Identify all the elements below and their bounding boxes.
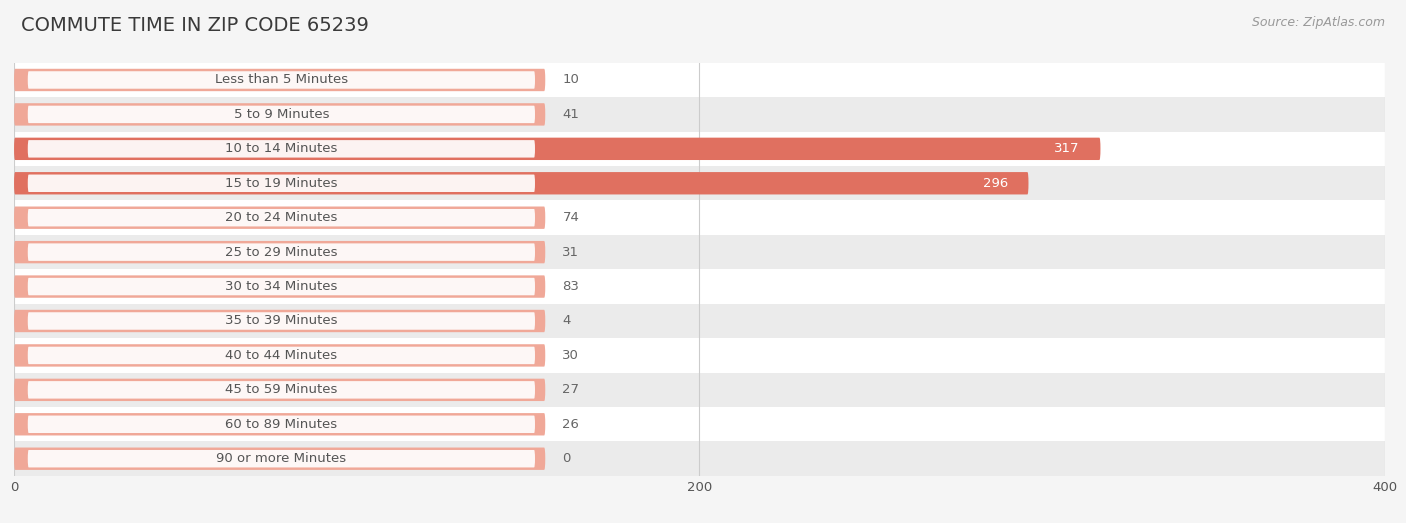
FancyBboxPatch shape	[28, 347, 534, 364]
Bar	[14, 372, 1385, 407]
Text: 5 to 9 Minutes: 5 to 9 Minutes	[233, 108, 329, 121]
Text: 40 to 44 Minutes: 40 to 44 Minutes	[225, 349, 337, 362]
Text: 83: 83	[562, 280, 579, 293]
FancyBboxPatch shape	[28, 140, 534, 157]
Text: 0: 0	[562, 452, 571, 465]
FancyBboxPatch shape	[14, 138, 1101, 160]
FancyBboxPatch shape	[28, 175, 534, 192]
Text: 60 to 89 Minutes: 60 to 89 Minutes	[225, 418, 337, 431]
Bar	[14, 97, 1385, 132]
FancyBboxPatch shape	[14, 276, 546, 298]
Bar	[14, 200, 1385, 235]
Text: 10: 10	[562, 73, 579, 86]
Text: 45 to 59 Minutes: 45 to 59 Minutes	[225, 383, 337, 396]
Text: 41: 41	[562, 108, 579, 121]
Text: 90 or more Minutes: 90 or more Minutes	[217, 452, 346, 465]
Text: 30 to 34 Minutes: 30 to 34 Minutes	[225, 280, 337, 293]
Text: 26: 26	[562, 418, 579, 431]
FancyBboxPatch shape	[14, 448, 546, 470]
Bar	[14, 166, 1385, 200]
FancyBboxPatch shape	[14, 379, 546, 401]
FancyBboxPatch shape	[14, 103, 546, 126]
Text: Less than 5 Minutes: Less than 5 Minutes	[215, 73, 347, 86]
Text: Source: ZipAtlas.com: Source: ZipAtlas.com	[1251, 16, 1385, 29]
Text: 31: 31	[562, 246, 579, 259]
Text: COMMUTE TIME IN ZIP CODE 65239: COMMUTE TIME IN ZIP CODE 65239	[21, 16, 368, 35]
Bar	[14, 407, 1385, 441]
FancyBboxPatch shape	[28, 450, 534, 468]
Text: 10 to 14 Minutes: 10 to 14 Minutes	[225, 142, 337, 155]
Bar	[14, 441, 1385, 476]
Text: 25 to 29 Minutes: 25 to 29 Minutes	[225, 246, 337, 259]
FancyBboxPatch shape	[14, 172, 1029, 195]
Text: 35 to 39 Minutes: 35 to 39 Minutes	[225, 314, 337, 327]
FancyBboxPatch shape	[14, 310, 546, 332]
Text: 15 to 19 Minutes: 15 to 19 Minutes	[225, 177, 337, 190]
FancyBboxPatch shape	[14, 241, 546, 263]
Bar	[14, 235, 1385, 269]
Bar	[14, 338, 1385, 372]
FancyBboxPatch shape	[28, 209, 534, 226]
FancyBboxPatch shape	[28, 416, 534, 433]
FancyBboxPatch shape	[28, 106, 534, 123]
FancyBboxPatch shape	[14, 344, 546, 367]
FancyBboxPatch shape	[14, 207, 546, 229]
Bar	[14, 63, 1385, 97]
FancyBboxPatch shape	[28, 381, 534, 399]
FancyBboxPatch shape	[28, 312, 534, 329]
FancyBboxPatch shape	[28, 278, 534, 295]
Bar	[14, 269, 1385, 304]
Text: 30: 30	[562, 349, 579, 362]
Text: 296: 296	[983, 177, 1008, 190]
Text: 74: 74	[562, 211, 579, 224]
Text: 27: 27	[562, 383, 579, 396]
Text: 317: 317	[1054, 142, 1080, 155]
Text: 4: 4	[562, 314, 571, 327]
FancyBboxPatch shape	[14, 69, 546, 91]
FancyBboxPatch shape	[28, 243, 534, 261]
FancyBboxPatch shape	[14, 413, 546, 436]
FancyBboxPatch shape	[28, 71, 534, 89]
Bar	[14, 304, 1385, 338]
Text: 20 to 24 Minutes: 20 to 24 Minutes	[225, 211, 337, 224]
Bar	[14, 132, 1385, 166]
